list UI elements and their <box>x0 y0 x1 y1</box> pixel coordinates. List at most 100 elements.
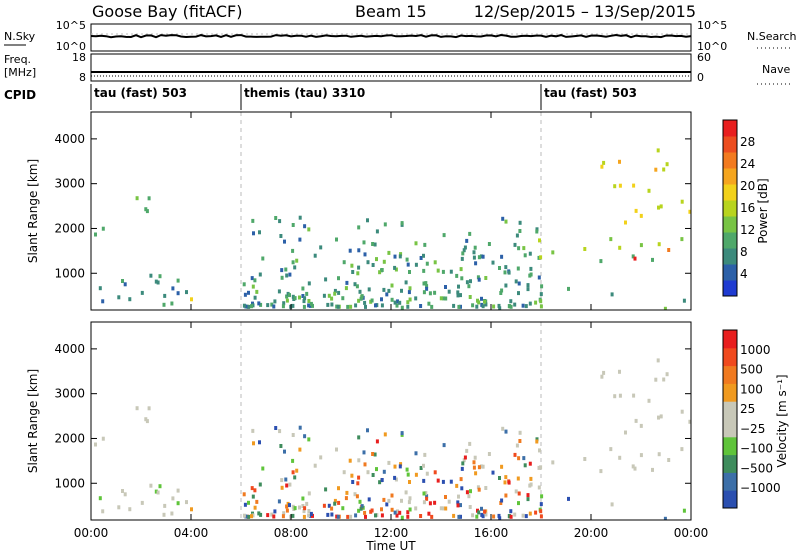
power-cell <box>419 304 423 308</box>
velocity-cell <box>500 498 504 503</box>
xtick-label: 00:00 <box>674 526 709 540</box>
velocity-cell <box>538 448 541 453</box>
power-cell <box>517 291 520 296</box>
power-cell <box>436 268 440 273</box>
velocity-cell <box>422 478 426 483</box>
power-cell <box>274 216 278 220</box>
power-cell <box>491 260 495 265</box>
power-cell <box>477 255 481 260</box>
power-cell <box>465 280 469 285</box>
power-cell <box>441 269 445 274</box>
velocity-cell <box>537 485 541 490</box>
power-cell <box>517 281 521 286</box>
velocity-cell <box>479 464 483 469</box>
velocity-cell <box>518 439 522 443</box>
velocity-cell <box>346 514 350 519</box>
colorbar-tick-label: 100 <box>740 382 763 396</box>
power-cell <box>651 257 654 262</box>
power-cell <box>145 209 149 214</box>
power-cell <box>526 283 530 288</box>
power-panel <box>90 111 692 311</box>
velocity-cell <box>378 480 382 485</box>
velocity-cell <box>280 485 284 490</box>
power-cell <box>285 294 289 299</box>
power-cell <box>610 292 614 297</box>
colorbar-tick-label: −500 <box>740 461 773 475</box>
ytick-label: 3000 <box>54 387 85 401</box>
power-cell <box>663 306 667 310</box>
velocity-cell <box>504 429 508 434</box>
velocity-cell <box>422 500 426 505</box>
power-cell <box>613 184 617 189</box>
velocity-cell <box>270 512 274 517</box>
power-cell <box>430 304 434 309</box>
velocity-cell <box>634 418 638 423</box>
velocity-cell <box>517 501 520 506</box>
power-cell <box>364 304 367 309</box>
power-cell <box>390 283 394 288</box>
power-cell <box>350 263 354 268</box>
velocity-cell <box>281 514 285 519</box>
velocity-cell <box>501 426 505 431</box>
power-cell <box>259 302 263 307</box>
velocity-cell <box>154 489 158 494</box>
velocity-cell <box>337 486 340 491</box>
velocity-cell <box>481 464 485 469</box>
power-cell <box>583 247 587 251</box>
power-cell <box>529 266 533 271</box>
power-cell <box>371 242 375 246</box>
power-cell <box>481 254 485 259</box>
velocity-cell <box>680 447 684 452</box>
power-cell <box>680 237 684 242</box>
velocity-cell <box>387 498 391 503</box>
colorbar-swatch <box>723 216 737 233</box>
velocity-cell <box>350 473 354 478</box>
velocity-cell <box>357 458 361 463</box>
power-cell <box>285 273 289 278</box>
velocity-cell <box>662 377 666 382</box>
velocity-cell <box>405 467 409 472</box>
power-cell <box>366 218 369 223</box>
velocity-cell <box>492 514 496 519</box>
velocity-cell <box>171 496 175 501</box>
velocity-cell <box>518 430 522 435</box>
velocity-cell <box>162 512 166 517</box>
power-cell <box>337 290 341 295</box>
velocity-cell <box>375 439 379 444</box>
velocity-cell <box>277 499 281 504</box>
velocity-cell <box>330 506 334 511</box>
velocity-cell <box>651 467 654 472</box>
cpid-segment-label: tau (fast) 503 <box>94 86 187 100</box>
power-cell <box>540 284 544 289</box>
power-cell <box>128 297 132 302</box>
date-range: 12/Sep/2015 – 13/Sep/2015 <box>474 2 696 21</box>
power-cell <box>336 304 340 309</box>
power-cell <box>301 294 305 298</box>
power-cell <box>398 300 402 305</box>
velocity-cell <box>408 480 411 484</box>
power-cell <box>425 261 429 266</box>
velocity-cell <box>465 490 469 495</box>
velocity-cell <box>259 512 263 517</box>
xtick-label: 12:00 <box>374 526 409 540</box>
velocity-cell <box>404 490 408 495</box>
velocity-cell <box>302 514 306 519</box>
velocity-cell <box>567 496 570 501</box>
velocity-cell <box>367 497 371 502</box>
power-cell <box>147 196 151 201</box>
velocity-cell <box>345 490 349 495</box>
velocity-cell <box>514 489 518 494</box>
velocity-cell <box>373 452 377 457</box>
velocity-cell <box>117 505 121 510</box>
power-cell <box>468 295 472 299</box>
power-cell <box>400 221 404 226</box>
velocity-cell <box>517 456 521 461</box>
power-cell <box>393 265 397 270</box>
velocity-cell <box>101 509 105 514</box>
power-cell <box>243 292 247 297</box>
power-cell <box>298 295 301 300</box>
power-cell <box>539 292 543 297</box>
power-cell <box>455 273 459 278</box>
power-cell <box>270 302 274 307</box>
velocity-cell <box>302 509 306 514</box>
